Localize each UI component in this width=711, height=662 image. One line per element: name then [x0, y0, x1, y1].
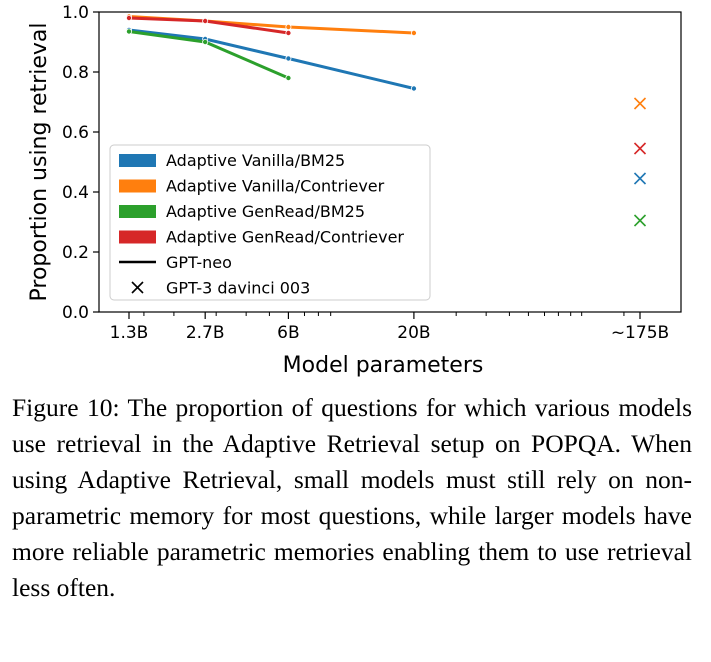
- y-tick-label: 0.6: [62, 123, 89, 143]
- gpt3-marker-stroke: [633, 172, 647, 185]
- plot-area: 0.0 0.2 0.4 0.6 0.8 1.0 1.3B 2.7B 6B 20B ~175B Mode…: [27, 3, 682, 378]
- caption-dataset-smallcaps: OP: [545, 429, 578, 458]
- series-point: [285, 75, 292, 82]
- series-point: [410, 85, 417, 92]
- series-point: [285, 23, 292, 30]
- series-point: [285, 55, 292, 62]
- caption-dataset-lead: P: [531, 429, 546, 458]
- series-point: [285, 29, 292, 36]
- x-tick-label: 1.3B: [110, 323, 149, 343]
- x-tick-label: 2.7B: [186, 323, 225, 343]
- legend-swatch: [119, 205, 156, 218]
- series-point: [410, 29, 417, 36]
- y-tick-label: 0.4: [62, 183, 89, 203]
- series-point: [202, 17, 209, 24]
- series-point: [202, 39, 209, 46]
- legend-swatch: [119, 179, 156, 193]
- x-axis-label: Model parameters: [283, 353, 484, 378]
- legend-label: GPT-3 davinci 003: [166, 279, 310, 298]
- plot-frame: [98, 11, 682, 313]
- chart: 0.0 0.2 0.4 0.6 0.8 1.0 1.3B 2.7B 6B 20B ~175B Mode…: [27, 3, 682, 378]
- legend-label: Adaptive GenRead/Contriever: [166, 228, 404, 247]
- legend-label: GPT-neo: [166, 253, 232, 272]
- gpt3-marker-stroke: [633, 142, 647, 155]
- y-tick-label: 0.2: [62, 243, 89, 263]
- y-tick-label: 0.0: [62, 303, 89, 323]
- gpt3-marker: [633, 172, 647, 185]
- gpt3-marker: [633, 214, 647, 227]
- series-point: [126, 28, 133, 35]
- x-tick-label: 6B: [277, 323, 299, 343]
- legend-label: Adaptive GenRead/BM25: [166, 202, 365, 221]
- series-point: [126, 14, 133, 21]
- legend-swatch: [119, 230, 156, 244]
- figure-caption: Figure 10: The proportion of questions f…: [12, 390, 692, 606]
- y-axis-label: Proportion using retrieval: [27, 23, 52, 302]
- y-tick-label: 0.8: [62, 63, 89, 83]
- legend-cross-handle: [131, 281, 144, 294]
- caption-suffix: . When using Adaptive Retrieval, small m…: [12, 429, 692, 602]
- gpt3-marker-stroke: [633, 214, 647, 227]
- gpt3-marker: [633, 97, 647, 110]
- x-tick-label: 20B: [397, 323, 430, 343]
- caption-prefix: Figure 10: The proportion of questions f…: [12, 393, 692, 458]
- legend-box: [109, 144, 431, 301]
- gpt3-marker: [633, 142, 647, 155]
- legend-swatch: [119, 154, 156, 167]
- caption-dataset-tail: QA: [577, 429, 615, 458]
- x-tick-label: ~175B: [611, 323, 669, 343]
- gpt3-marker-stroke: [633, 97, 647, 110]
- series-line: [128, 28, 415, 90]
- legend-label: Adaptive Vanilla/BM25: [166, 151, 345, 170]
- legend-label: Adaptive Vanilla/Contriever: [166, 177, 385, 196]
- y-tick-label: 1.0: [62, 3, 89, 23]
